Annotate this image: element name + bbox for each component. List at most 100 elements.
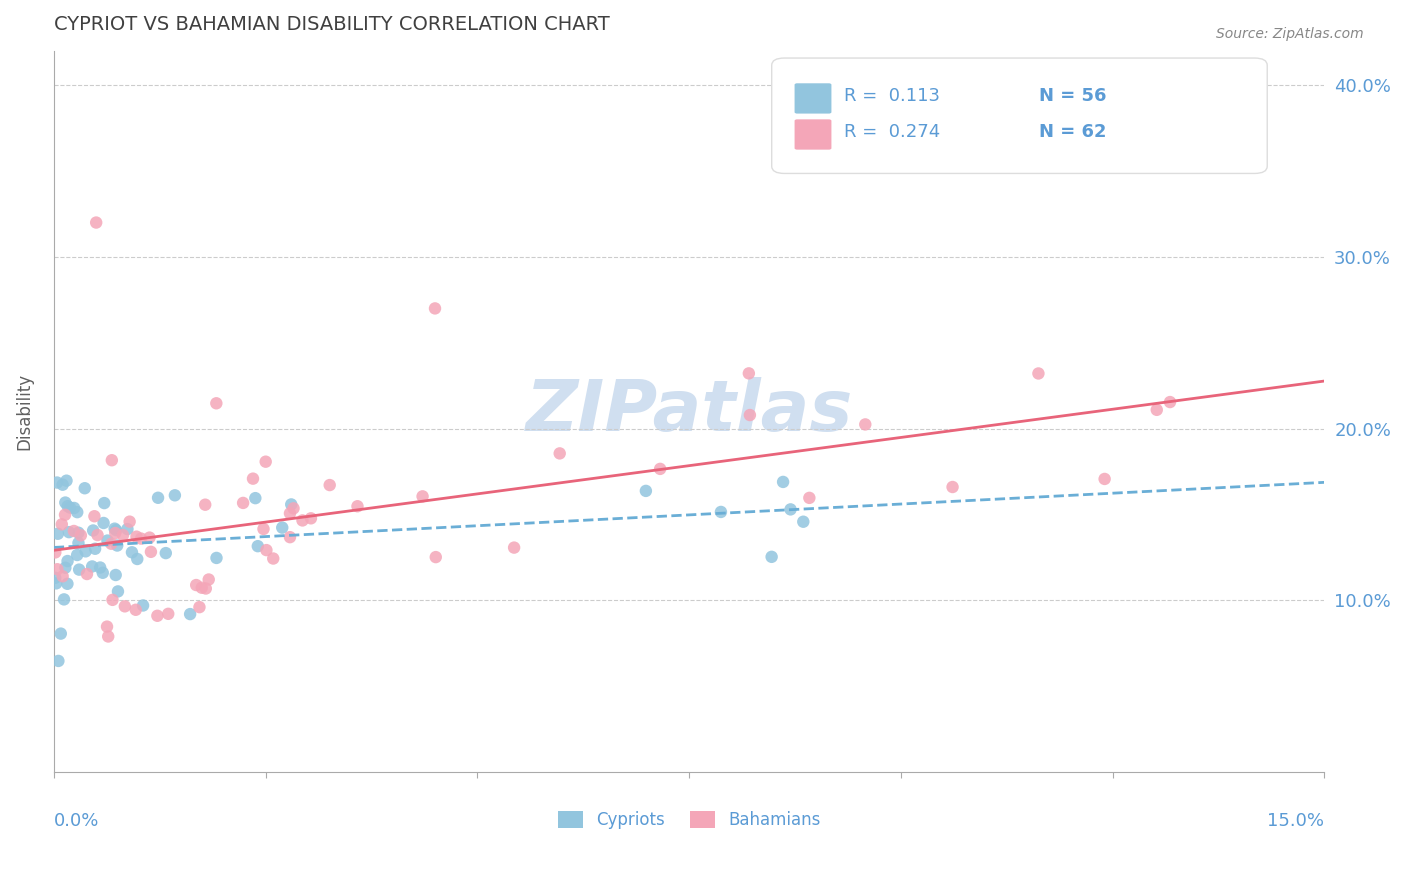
Point: [1146, 402, 1168, 417]
Text: R =  0.274: R = 0.274: [844, 122, 941, 141]
Point: [52, 569, 75, 583]
Point: [51, 517, 73, 532]
Point: [299, 511, 322, 525]
Point: [104, 526, 127, 541]
Point: [254, 543, 277, 558]
Point: [48, 654, 70, 668]
Point: [1159, 395, 1181, 409]
Point: [129, 532, 152, 546]
Point: [634, 483, 657, 498]
Point: [146, 608, 169, 623]
Point: [45, 576, 67, 591]
Point: [44, 545, 66, 559]
Point: [188, 600, 211, 615]
Point: [799, 491, 821, 505]
Point: [49, 626, 72, 640]
Point: [86, 528, 108, 542]
Point: [55, 474, 77, 488]
Point: [73, 481, 96, 495]
Point: [318, 478, 340, 492]
Point: [283, 501, 305, 516]
Point: [242, 472, 264, 486]
Point: [132, 599, 155, 613]
FancyBboxPatch shape: [772, 58, 1267, 173]
Point: [252, 522, 274, 536]
Legend: Cypriots, Bahamians: Cypriots, Bahamians: [551, 805, 827, 836]
Point: [59, 500, 82, 515]
Point: [67, 563, 90, 577]
Point: [197, 573, 219, 587]
Point: [232, 496, 254, 510]
Point: [291, 513, 314, 527]
Point: [280, 498, 302, 512]
Point: [75, 544, 97, 558]
Text: 0.0%: 0.0%: [53, 812, 100, 830]
Point: [46, 526, 69, 541]
Point: [66, 505, 89, 519]
Point: [93, 516, 115, 530]
Point: [84, 541, 107, 556]
Point: [139, 545, 162, 559]
Point: [83, 509, 105, 524]
Point: [412, 489, 434, 503]
Point: [82, 559, 104, 574]
Point: [96, 619, 118, 633]
Point: [107, 584, 129, 599]
Point: [53, 508, 76, 522]
Point: [155, 546, 177, 560]
Point: [93, 496, 115, 510]
Point: [146, 491, 169, 505]
Point: [738, 408, 761, 422]
Point: [53, 495, 76, 509]
Point: [179, 607, 201, 621]
Point: [114, 599, 136, 614]
Point: [111, 528, 134, 542]
Text: N = 62: N = 62: [1039, 122, 1107, 141]
Point: [853, 417, 876, 432]
Point: [157, 607, 180, 621]
Point: [503, 541, 526, 555]
Point: [127, 552, 149, 566]
Point: [246, 539, 269, 553]
Point: [710, 505, 733, 519]
Point: [52, 477, 75, 491]
Point: [1094, 472, 1116, 486]
Point: [101, 453, 124, 467]
Point: [104, 522, 127, 536]
Point: [44, 571, 66, 585]
Y-axis label: Disability: Disability: [15, 373, 32, 450]
Point: [138, 531, 160, 545]
Point: [46, 475, 69, 490]
Point: [46, 562, 69, 576]
Point: [96, 533, 118, 548]
Text: N = 56: N = 56: [1039, 87, 1107, 104]
Point: [792, 515, 814, 529]
Point: [772, 475, 794, 489]
Point: [56, 499, 79, 513]
Point: [84, 215, 107, 229]
Point: [53, 560, 76, 574]
Point: [89, 560, 111, 574]
Point: [254, 455, 277, 469]
Point: [56, 576, 79, 591]
Text: 15.0%: 15.0%: [1267, 812, 1324, 830]
Point: [104, 568, 127, 582]
Point: [190, 581, 212, 595]
Point: [125, 603, 148, 617]
Point: [53, 592, 76, 607]
Point: [58, 525, 80, 540]
Text: CYPRIOT VS BAHAMIAN DISABILITY CORRELATION CHART: CYPRIOT VS BAHAMIAN DISABILITY CORRELATI…: [53, 15, 610, 34]
Point: [278, 530, 301, 544]
Point: [56, 554, 79, 568]
Point: [67, 536, 90, 550]
Point: [423, 301, 446, 316]
Point: [105, 539, 128, 553]
Point: [105, 523, 128, 537]
Point: [425, 550, 447, 565]
Point: [63, 500, 86, 515]
Point: [70, 528, 93, 542]
Point: [66, 548, 89, 562]
Text: Source: ZipAtlas.com: Source: ZipAtlas.com: [1216, 27, 1364, 41]
Text: R =  0.113: R = 0.113: [844, 87, 941, 104]
Point: [82, 524, 104, 538]
